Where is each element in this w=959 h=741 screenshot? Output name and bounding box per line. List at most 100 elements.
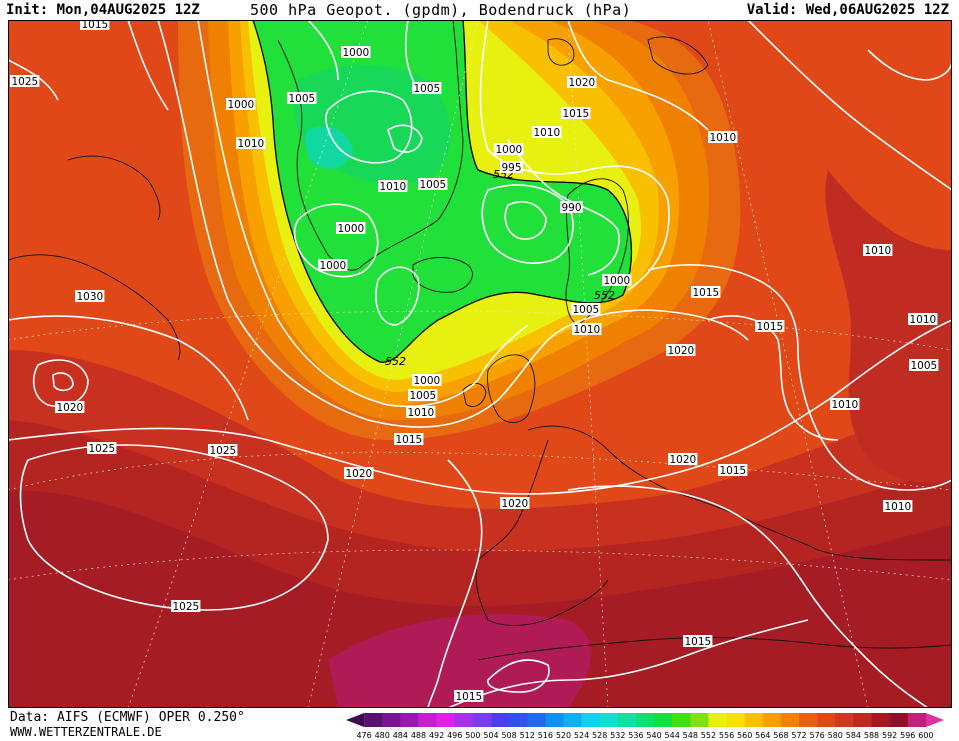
valid-time-label: Valid: Wed,06AUG2025 12Z [746, 2, 949, 18]
isobar-label-text: 1015 [396, 434, 423, 446]
colorbar-swatch [744, 713, 764, 727]
init-time-label: Init: Mon,04AUG2025 12Z [6, 2, 200, 18]
isobar-label-text: 1015 [82, 20, 109, 31]
isobar-label: 1015 [683, 635, 713, 648]
colorbar-swatch [690, 713, 709, 727]
colorbar-swatch [581, 713, 600, 727]
isobar-label-text: 1020 [670, 454, 697, 466]
isobar-label: 1000 [341, 46, 371, 59]
data-source-label: Data: AIFS (ECMWF) OPER 0.250° [10, 710, 245, 725]
isobar-label-text: 1005 [289, 93, 316, 105]
isobar-label-text: 1010 [885, 501, 912, 513]
colorbar-swatch [780, 713, 800, 727]
isobar-label-text: 1010 [534, 127, 561, 139]
isobar-label-text: 1005 [410, 390, 437, 402]
isobar-label: 1015 [718, 464, 748, 477]
isobar-label-text: 1000 [343, 47, 370, 59]
isobar-label-text: 1015 [563, 108, 590, 120]
colorbar-tick-label: 556 [719, 731, 734, 740]
colorbar-swatch [454, 713, 474, 727]
isobar-label: 1005 [909, 359, 939, 372]
colorbar-tick-label: 508 [501, 731, 516, 740]
scandinavia-coast [565, 178, 629, 326]
colorbar-swatch [654, 713, 673, 727]
isobar-label: 1010 [863, 244, 893, 257]
uk-ireland-coast [462, 354, 536, 423]
isobar-label: 1025 [87, 442, 117, 455]
isobar-label: 1005 [408, 389, 438, 402]
colorbar-tick-label: 520 [556, 731, 571, 740]
isobars [8, 20, 952, 708]
isobar-label-text: 1015 [757, 321, 784, 333]
colorbar-swatch [509, 713, 528, 727]
isobar-label: 1015 [80, 20, 110, 31]
colorbar-swatch [599, 713, 619, 727]
colorbar-tick-label: 564 [755, 731, 770, 740]
geopotential-label: 552 [594, 289, 615, 302]
colorbar-tick-label: 488 [411, 731, 426, 740]
isobar-label-text: 1025 [210, 445, 237, 457]
colorbar-swatch [853, 713, 872, 727]
colorbar-tick-label: 600 [918, 731, 933, 740]
isobar-label: 1020 [666, 344, 696, 357]
colorbar-swatch [364, 713, 383, 727]
colorbar-swatch [436, 713, 456, 727]
isobar-label-text: 1005 [420, 179, 447, 191]
colorbar-tick-label: 584 [846, 731, 861, 740]
colorbar-swatch [490, 713, 510, 727]
website-label: WWW.WETTERZENTRALE.DE [10, 725, 162, 739]
colorbar-swatch [472, 713, 492, 727]
isobar-label-text: 1020 [502, 498, 529, 510]
isobar-label: 1015 [691, 286, 721, 299]
colorbar-tick-label: 576 [810, 731, 825, 740]
isobar-label-text: 1000 [414, 375, 441, 387]
isobar-label-text: 1005 [911, 360, 938, 372]
iceland-coast [412, 257, 473, 293]
isobar-label-text: 1000 [338, 223, 365, 235]
colorbar-swatch [889, 713, 909, 727]
north-africa-coast [477, 637, 952, 661]
isobar-label: 1010 [236, 137, 266, 150]
isobar-label-text: 1010 [380, 181, 407, 193]
colorbar-tick-label: 504 [483, 731, 498, 740]
isobar-label: 1025 [208, 444, 238, 457]
geopotential-label: 552 [385, 355, 406, 368]
colorbar-swatch [672, 713, 691, 727]
canada-coast [8, 155, 181, 361]
colorbar-swatch [617, 713, 637, 727]
isobar-label-text: 1000 [228, 99, 255, 111]
isobar-label: 1000 [318, 259, 348, 272]
isobar-label: 1010 [572, 323, 602, 336]
isobar-label: 1010 [708, 131, 738, 144]
chart-title: 500 hPa Geopot. (gpdm), Bodendruck (hPa) [250, 1, 632, 19]
colorbar-tick-label: 524 [574, 731, 589, 740]
colorbar-tick-label: 560 [737, 731, 752, 740]
isobar-label-text: 1025 [12, 76, 39, 88]
colorbar-swatch [418, 713, 437, 727]
isobar-label: 1015 [561, 107, 591, 120]
colorbar-tick-label: 528 [592, 731, 607, 740]
colorbar-tick-label: 532 [610, 731, 625, 740]
isobar-label: 1020 [344, 467, 374, 480]
colorbar-tick-label: 580 [828, 731, 843, 740]
colorbar-swatch [871, 713, 890, 727]
isobar-label: 1025 [171, 600, 201, 613]
isobar-label-text: 1015 [720, 465, 747, 477]
isobar-label-text: 1005 [414, 83, 441, 95]
isobar-label-text: 990 [562, 202, 582, 214]
isobar-label: 1000 [412, 374, 442, 387]
colorbar-tick-label: 596 [900, 731, 915, 740]
colorbar-tick-label: 476 [356, 731, 371, 740]
isobar-label: 1025 [10, 75, 40, 88]
isobar-label-text: 1010 [574, 324, 601, 336]
isobar-label-text: 1000 [604, 275, 631, 287]
isobar-label-text: 1000 [320, 260, 347, 272]
isobar-label-text: 1020 [346, 468, 373, 480]
isobar-label: 1010 [830, 398, 860, 411]
colorbar-swatch [762, 713, 782, 727]
colorbar-swatch [708, 713, 727, 727]
isobar-label: 1005 [412, 82, 442, 95]
colorbar-swatch [835, 713, 854, 727]
